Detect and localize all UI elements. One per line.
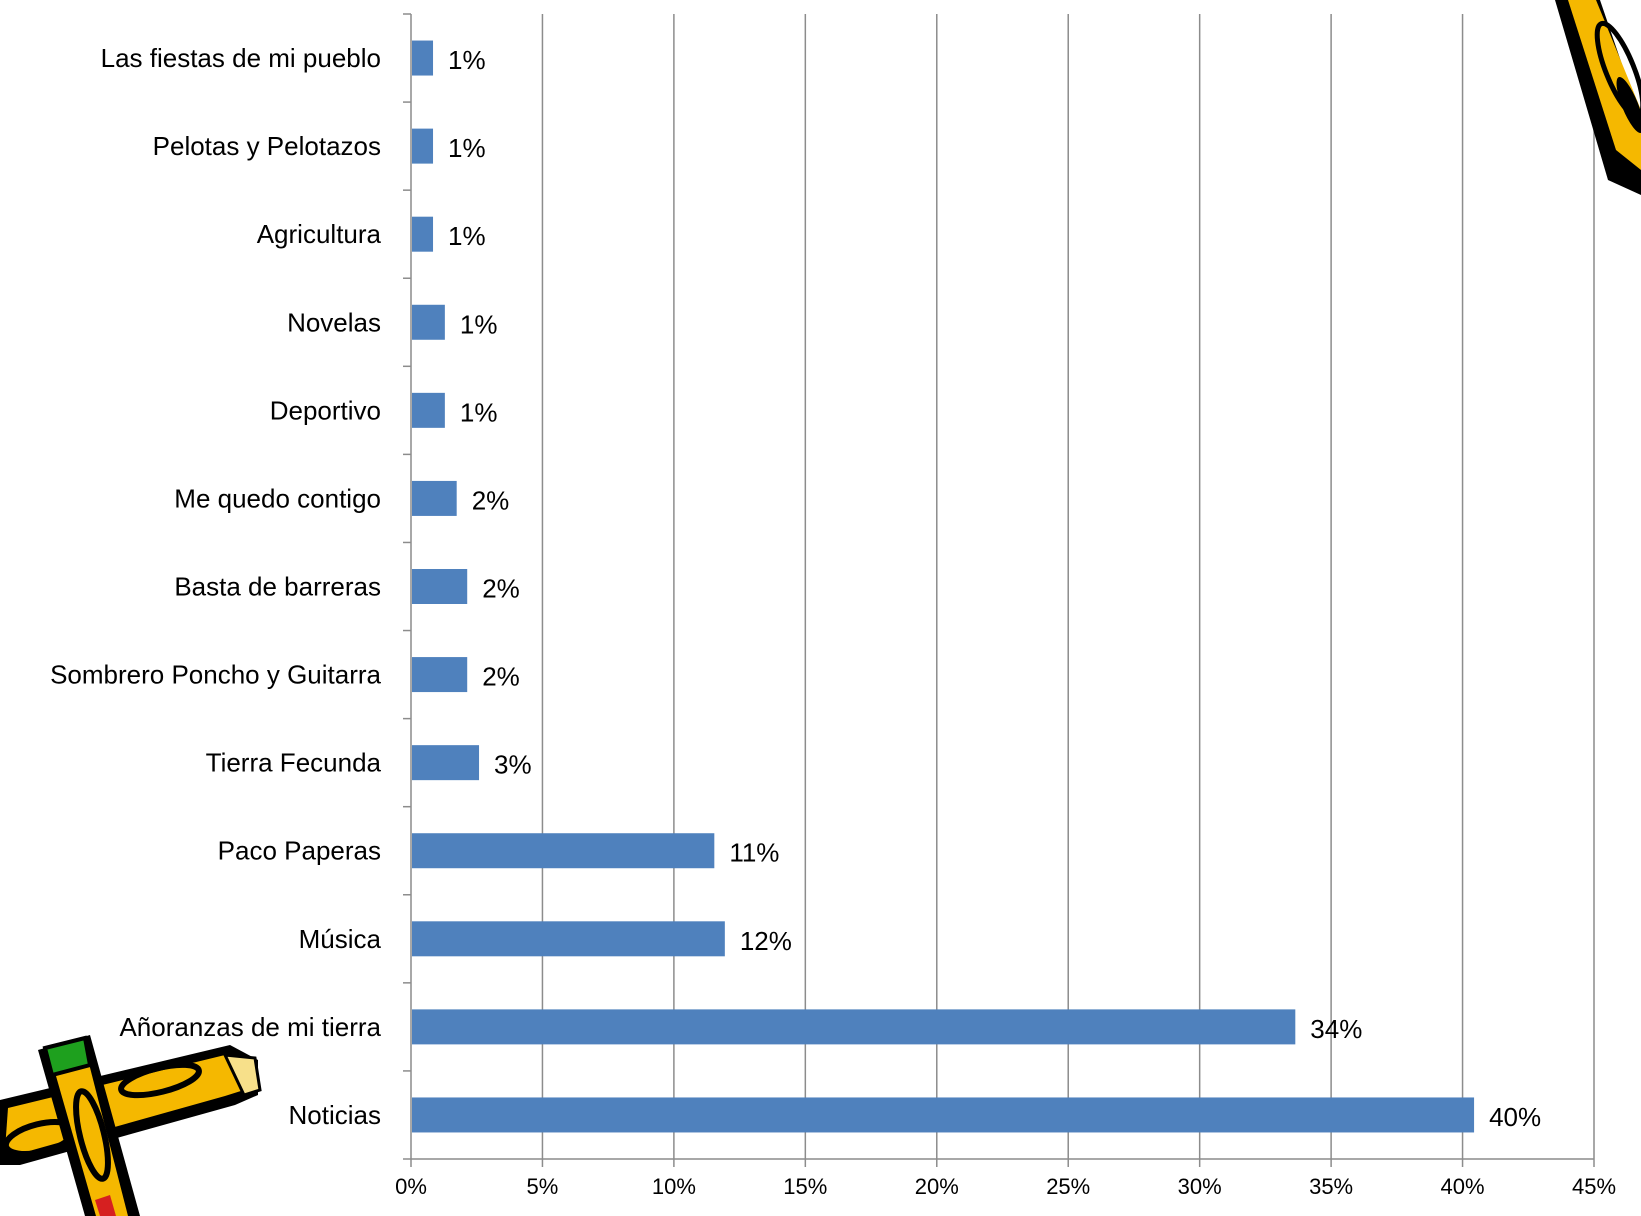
- data-label: 2%: [482, 662, 520, 692]
- data-label: 3%: [494, 750, 532, 780]
- labels: 0% 5% 10% 15% 20% 25% 30% 35% 40% 45% Las fiestas …: [50, 43, 1616, 1199]
- data-label: 1%: [448, 221, 486, 251]
- axes: [403, 13, 1595, 1167]
- crossed-pencils-clipart-icon: [0, 1035, 262, 1216]
- x-tick-label: 30%: [1178, 1174, 1222, 1199]
- bar: [412, 216, 434, 252]
- data-label: 1%: [448, 45, 486, 75]
- bar: [412, 657, 468, 693]
- category-label: Música: [299, 924, 382, 954]
- data-label: 1%: [460, 397, 498, 427]
- data-label: 34%: [1310, 1014, 1362, 1044]
- category-label: Me quedo contigo: [174, 483, 381, 513]
- x-tick-label: 40%: [1441, 1174, 1485, 1199]
- data-label: 2%: [472, 485, 510, 515]
- bar: [412, 392, 445, 428]
- bar: [412, 569, 468, 604]
- data-label: 11%: [729, 838, 779, 868]
- bar: [412, 1009, 1296, 1045]
- category-label: Sombrero Poncho y Guitarra: [50, 660, 381, 690]
- x-tick-label: 10%: [652, 1174, 696, 1199]
- category-label: Pelotas y Pelotazos: [153, 131, 381, 161]
- data-label: 1%: [460, 309, 498, 339]
- bar: [412, 480, 457, 516]
- pencil-clipart-icon: [1555, 0, 1641, 195]
- x-tick-label: 15%: [783, 1174, 827, 1199]
- bar: [412, 921, 725, 957]
- bar: [412, 304, 445, 340]
- data-label: 1%: [448, 133, 486, 163]
- grid-lines: [541, 14, 1595, 1159]
- data-label: 12%: [740, 926, 792, 956]
- bar: [412, 128, 434, 164]
- bar: [412, 40, 434, 76]
- category-label: Las fiestas de mi pueblo: [101, 43, 381, 73]
- category-label: Tierra Fecunda: [206, 748, 382, 778]
- bar: [412, 1097, 1475, 1133]
- x-tick-label: 0%: [395, 1174, 427, 1199]
- x-tick-label: 45%: [1572, 1174, 1616, 1199]
- category-label: Añoranzas de mi tierra: [119, 1012, 381, 1042]
- category-label: Paco Paperas: [218, 836, 381, 866]
- bars: [412, 40, 1475, 1133]
- category-label: Basta de barreras: [174, 572, 381, 602]
- x-tick-label: 5%: [527, 1174, 559, 1199]
- x-tick-label: 20%: [915, 1174, 959, 1199]
- bar: [412, 833, 715, 869]
- data-label: 40%: [1489, 1102, 1541, 1132]
- data-label: 2%: [482, 574, 520, 604]
- x-tick-label: 35%: [1309, 1174, 1353, 1199]
- category-label: Novelas: [287, 307, 381, 337]
- category-label: Deportivo: [270, 395, 381, 425]
- bar: [412, 745, 480, 781]
- category-label: Agricultura: [257, 219, 382, 249]
- category-label: Noticias: [289, 1100, 381, 1130]
- x-tick-label: 25%: [1046, 1174, 1090, 1199]
